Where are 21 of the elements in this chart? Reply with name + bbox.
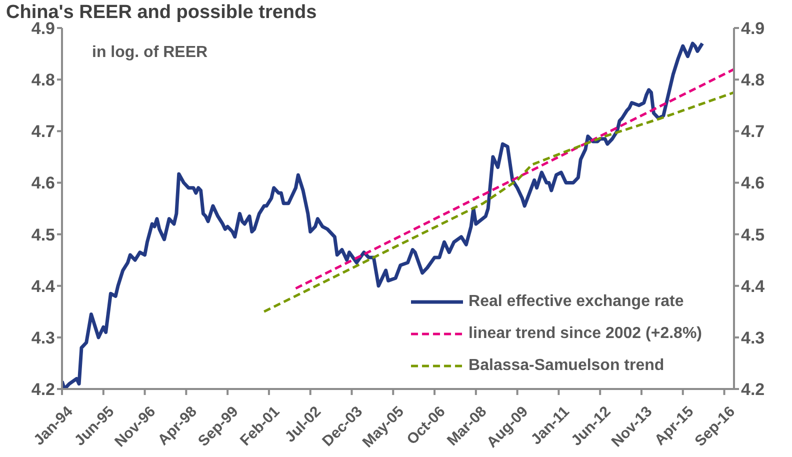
y-tick-label: 4.2 [31, 380, 55, 400]
y2-tick-label: 4.7 [741, 122, 765, 142]
y2-tick-label: 4.2 [741, 380, 765, 400]
y2-tick-label: 4.4 [741, 276, 766, 296]
y2-tick-label: 4.3 [741, 328, 765, 348]
y-axis-title: in log. of REER [92, 44, 208, 62]
y2-tick-label: 4.8 [741, 70, 765, 90]
y-tick-label: 4.8 [31, 70, 55, 90]
y2-tick-label: 4.6 [741, 174, 765, 193]
y-tick-label: 4.6 [31, 174, 55, 193]
line-series [262, 91, 734, 313]
y-tick-label: 4.5 [31, 225, 55, 244]
y-tick-label: 4.7 [31, 122, 55, 142]
line-series [62, 42, 704, 389]
y2-tick-label: 4.9 [741, 19, 765, 38]
legend-label: Real effective exchange rate [468, 293, 684, 311]
y-tick-label: 4.3 [31, 328, 55, 348]
legend-label: Balassa-Samuelson trend [468, 357, 664, 375]
y-tick-label: 4.4 [31, 276, 56, 296]
legend-label: linear trend since 2002 (+2.8%) [468, 325, 702, 343]
y2-tick-label: 4.5 [741, 225, 765, 244]
